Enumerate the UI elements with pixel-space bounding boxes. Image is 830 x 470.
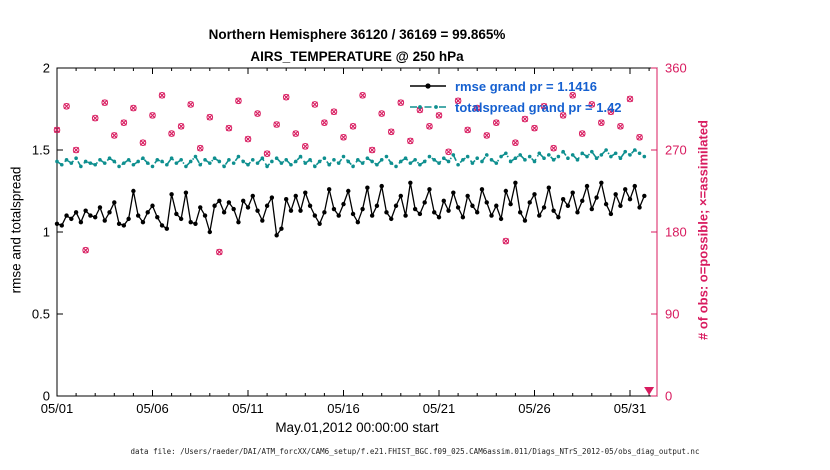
svg-text:05/11: 05/11	[232, 401, 264, 416]
svg-text:0: 0	[665, 389, 672, 404]
legend-label-rmse: rmse grand pr = 1.1416	[455, 78, 597, 94]
y-axis-label-left: rmse and totalspread	[8, 166, 24, 294]
legend-row-rmse: rmse grand pr = 1.1416	[408, 76, 622, 96]
svg-text:2: 2	[43, 61, 50, 76]
svg-text:05/31: 05/31	[614, 401, 647, 416]
svg-text:1: 1	[43, 225, 50, 240]
svg-text:0.5: 0.5	[32, 307, 50, 322]
svg-text:0: 0	[43, 389, 50, 404]
svg-text:05/26: 05/26	[518, 401, 551, 416]
y-axis-label-right: # of obs: o=possible; ×=assimilated	[695, 120, 711, 340]
svg-text:180: 180	[665, 225, 687, 240]
x-axis-label: May.01,2012 00:00:00 start	[275, 420, 439, 435]
svg-text:360: 360	[665, 61, 687, 76]
legend-row-totalspread: totalspread grand pr = 1.42	[408, 97, 622, 117]
svg-text:90: 90	[665, 307, 679, 322]
totalspread-line-sample-icon	[410, 105, 446, 109]
svg-text:05/21: 05/21	[423, 401, 456, 416]
chart-title-line1: Northern Hemisphere 36120 / 36169 = 99.8…	[208, 27, 506, 42]
svg-text:05/01: 05/01	[41, 401, 74, 416]
svg-text:05/06: 05/06	[136, 401, 169, 416]
svg-text:270: 270	[665, 143, 687, 158]
svg-text:05/16: 05/16	[327, 401, 360, 416]
legend: rmse grand pr = 1.1416 totalspread grand…	[408, 76, 622, 117]
legend-label-totalspread: totalspread grand pr = 1.42	[455, 99, 622, 115]
chart-title-line2: AIRS_TEMPERATURE @ 250 hPa	[250, 48, 464, 64]
data-file-caption: data file: /Users/raeder/DAI/ATM_forcXX/…	[130, 447, 700, 456]
rmse-line-sample-icon	[410, 83, 446, 89]
svg-text:1.5: 1.5	[32, 143, 50, 158]
chart-title: Northern Hemisphere 36120 / 36169 = 99.8…	[57, 24, 657, 67]
